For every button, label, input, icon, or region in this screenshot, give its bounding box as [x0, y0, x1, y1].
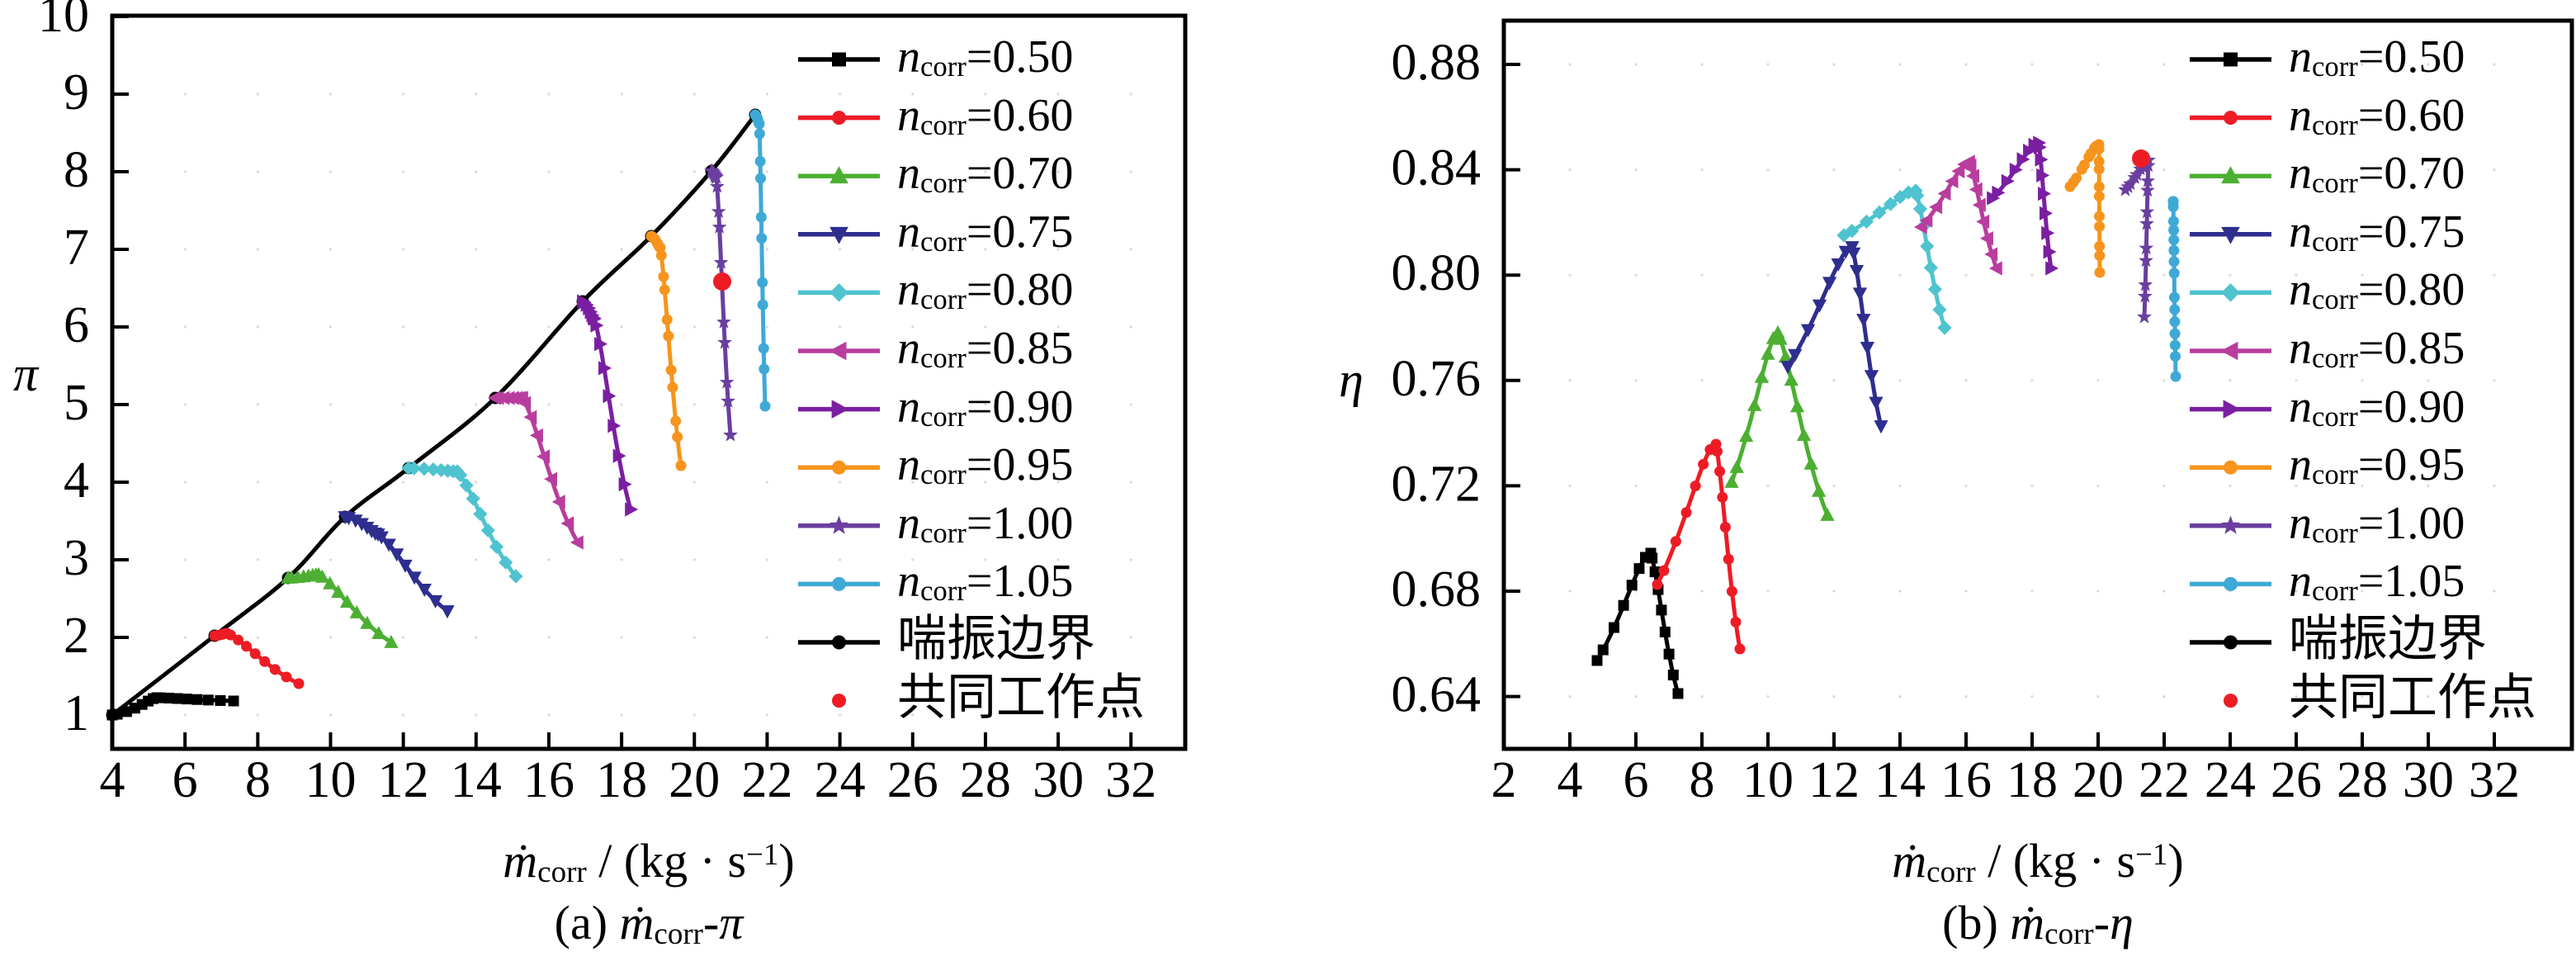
svg-text:10: 10 — [305, 752, 356, 808]
svg-text:24: 24 — [2205, 752, 2256, 808]
svg-text:30: 30 — [2403, 752, 2454, 808]
svg-text:0.76: 0.76 — [1392, 351, 1482, 407]
svg-text:7: 7 — [64, 220, 89, 276]
svg-text:10: 10 — [1742, 752, 1794, 808]
svg-text:8: 8 — [245, 752, 271, 808]
svg-text:0.88: 0.88 — [1392, 35, 1482, 91]
svg-text:9: 9 — [64, 64, 89, 121]
svg-text:(a) ṁcorr-π: (a) ṁcorr-π — [555, 896, 745, 951]
svg-text:32: 32 — [1105, 752, 1156, 808]
svg-text:(b) ṁcorr-η: (b) ṁcorr-η — [1942, 896, 2134, 951]
svg-text:3: 3 — [64, 530, 89, 586]
svg-text:喘振边界: 喘振边界 — [2289, 612, 2487, 666]
svg-text:0.68: 0.68 — [1392, 561, 1482, 618]
svg-text:1: 1 — [64, 685, 89, 741]
svg-text:π: π — [13, 347, 40, 401]
svg-text:4: 4 — [64, 452, 89, 509]
svg-text:6: 6 — [64, 297, 89, 353]
svg-text:20: 20 — [669, 752, 720, 808]
svg-text:20: 20 — [2073, 752, 2124, 808]
svg-text:18: 18 — [2006, 752, 2058, 808]
svg-text:16: 16 — [523, 752, 574, 808]
svg-text:22: 22 — [2139, 752, 2190, 808]
svg-text:10: 10 — [38, 0, 89, 43]
svg-text:22: 22 — [741, 752, 792, 808]
svg-text:2: 2 — [64, 608, 89, 664]
svg-text:8: 8 — [64, 142, 89, 198]
svg-text:14: 14 — [451, 752, 502, 808]
svg-text:5: 5 — [64, 375, 89, 431]
svg-text:η: η — [1339, 353, 1364, 407]
svg-text:24: 24 — [815, 752, 866, 808]
svg-text:4: 4 — [100, 752, 125, 808]
svg-text:共同工作点: 共同工作点 — [2289, 670, 2536, 725]
svg-text:12: 12 — [1808, 752, 1860, 808]
svg-text:18: 18 — [596, 752, 647, 808]
svg-text:共同工作点: 共同工作点 — [897, 670, 1145, 725]
svg-text:26: 26 — [887, 752, 938, 808]
svg-text:4: 4 — [1557, 752, 1583, 808]
svg-text:0.80: 0.80 — [1392, 245, 1482, 301]
svg-text:12: 12 — [378, 752, 429, 808]
svg-text:0.84: 0.84 — [1392, 140, 1482, 197]
svg-text:0.72: 0.72 — [1392, 456, 1482, 512]
svg-text:16: 16 — [1940, 752, 1992, 808]
svg-text:8: 8 — [1690, 752, 1715, 808]
svg-text:28: 28 — [960, 752, 1011, 808]
svg-text:6: 6 — [1624, 752, 1649, 808]
svg-text:喘振边界: 喘振边界 — [897, 612, 1095, 666]
svg-text:30: 30 — [1033, 752, 1084, 808]
svg-text:6: 6 — [173, 752, 198, 808]
svg-text:28: 28 — [2337, 752, 2388, 808]
svg-text:14: 14 — [1874, 752, 1926, 808]
svg-text:32: 32 — [2469, 752, 2520, 808]
svg-text:2: 2 — [1491, 752, 1517, 808]
svg-text:26: 26 — [2271, 752, 2322, 808]
svg-text:0.64: 0.64 — [1392, 667, 1482, 723]
